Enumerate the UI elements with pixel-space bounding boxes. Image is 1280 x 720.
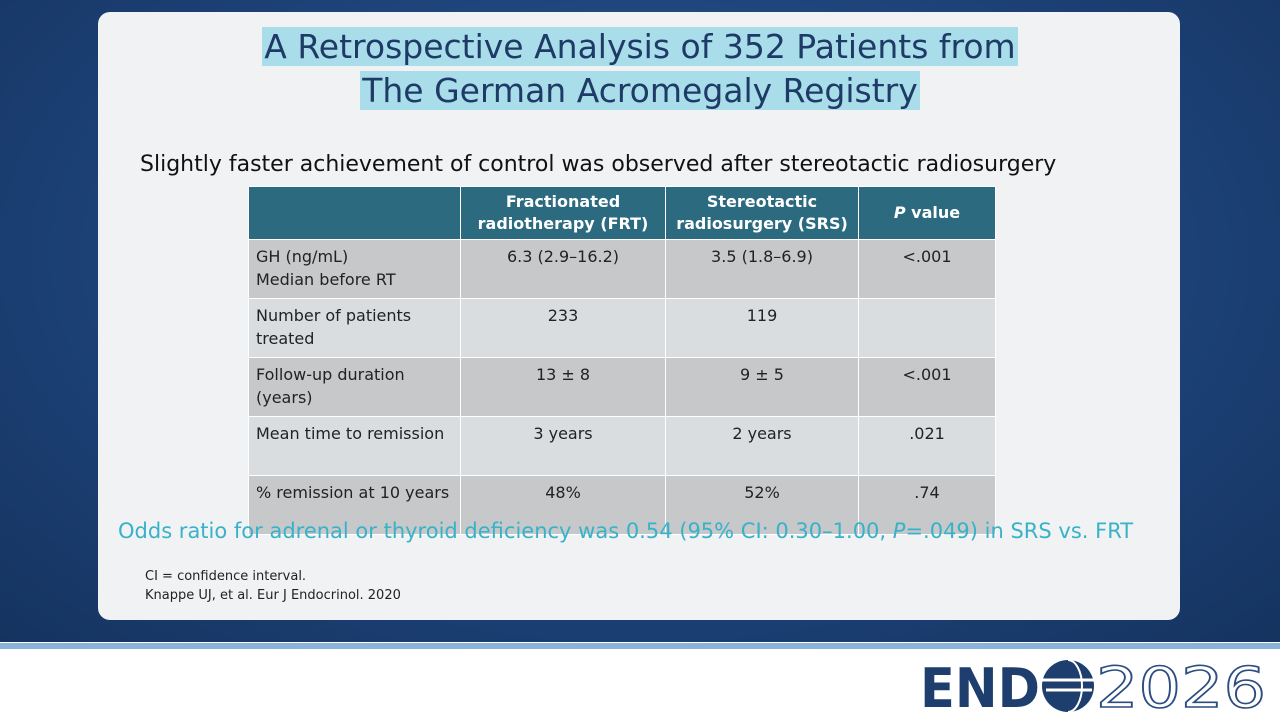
cell: 48% [460,475,666,535]
row-label: Mean time to remission [248,416,461,476]
header-cell: Stereotactic radiosurgery (SRS) [665,186,859,240]
row-label: GH (ng/mL) Median before RT [248,239,461,299]
title-text: The German Acromegaly Registry [360,71,920,110]
table-row: Number of patients treated 233 119 [248,298,996,358]
text: P [892,519,906,543]
cell: 6.3 (2.9–16.2) [460,239,666,299]
cell: 3 years [460,416,666,476]
text: P [893,203,906,222]
logo-text: END [920,657,1040,720]
cell: 3.5 (1.8–6.9) [665,239,859,299]
cell: <.001 [858,239,996,299]
text: Odds ratio for adrenal or thyroid defici… [118,519,893,543]
finding: Odds ratio for adrenal or thyroid defici… [118,519,1133,543]
stripe [0,643,1280,649]
row-label: Follow-up duration (years) [248,357,461,417]
table-body: GH (ng/mL) Median before RT 6.3 (2.9–16.2… [248,239,996,535]
cell: .021 [858,416,996,476]
footnote: Knappe UJ, et al. Eur J Endocrinol. 2020 [145,588,401,603]
cell: 233 [460,298,666,358]
table-row: % remission at 10 years 48% 52% .74 [248,475,996,535]
cell: 9 ± 5 [665,357,859,417]
header-row: Fractionated radiotherapy (FRT) Stereotac… [248,186,996,240]
cell: 52% [665,475,859,535]
header-cell [248,186,461,240]
cell: .74 [858,475,996,535]
logo-text: 2026 [1096,656,1266,720]
logo: END 2026 [920,655,1267,720]
cell [858,298,996,358]
subtitle: Slightly faster achievement of control w… [140,152,1057,177]
text: =.049) in SRS vs. FRT [905,519,1134,543]
table-row: GH (ng/mL) Median before RT 6.3 (2.9–16.2… [248,239,996,299]
row-label: Number of patients treated [248,298,461,358]
footnote: CI = confidence interval. [145,569,307,584]
header-cell: Fractionated radiotherapy (FRT) [460,186,666,240]
title-text: A Retrospective Analysis of 352 Patients… [262,27,1018,66]
cell: 2 years [665,416,859,476]
globe [1042,659,1094,713]
header-cell: P value [858,186,996,240]
cell: 119 [665,298,859,358]
cell: <.001 [858,357,996,417]
cell: 13 ± 8 [460,357,666,417]
table: Fractionated radiotherapy (FRT) Stereotac… [248,186,996,535]
row-label: % remission at 10 years [248,475,461,535]
title-line: The German Acromegaly Registry [0,71,1280,110]
title-line: A Retrospective Analysis of 352 Patients… [0,27,1280,66]
table-row: Mean time to remission 3 years 2 years .021 [248,416,996,476]
text: value [905,203,961,222]
